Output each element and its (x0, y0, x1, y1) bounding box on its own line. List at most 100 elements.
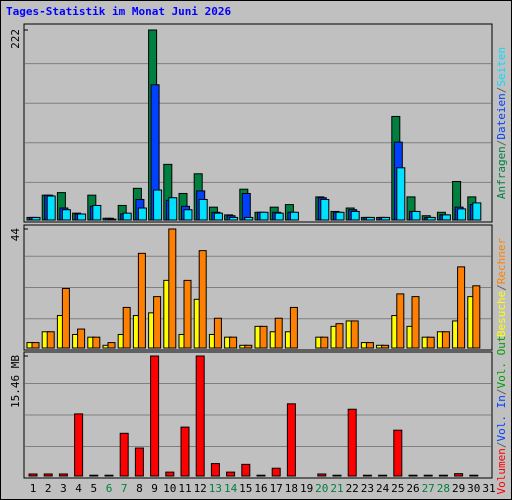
legend-separator: / (495, 140, 508, 147)
bar (256, 474, 266, 477)
bar (119, 432, 129, 477)
bar (381, 344, 390, 349)
bar (423, 474, 433, 477)
bar (153, 189, 163, 221)
bar (226, 471, 236, 477)
bar (396, 167, 406, 221)
bar (411, 210, 421, 221)
bar (183, 279, 192, 349)
bar (183, 209, 193, 221)
y-tick-label: 222 (9, 29, 22, 49)
bar (289, 211, 299, 221)
bar (122, 306, 131, 349)
bar (317, 473, 327, 477)
x-tick-label: 2 (45, 482, 52, 495)
bar (365, 216, 375, 221)
legend-entry: Rechner (495, 237, 508, 284)
x-tick-label: 26 (406, 482, 419, 495)
bar (335, 211, 345, 221)
bar (271, 467, 281, 477)
bar (150, 355, 160, 477)
bar (335, 323, 344, 349)
bar (210, 463, 220, 477)
x-tick-label: 7 (121, 482, 128, 495)
x-tick-label: 8 (136, 482, 143, 495)
bar (241, 192, 251, 221)
plot-area (23, 23, 493, 223)
x-tick-label: 21 (330, 482, 343, 495)
bar (137, 252, 146, 349)
x-tick-label: 22 (346, 482, 359, 495)
x-tick-label: 14 (224, 482, 238, 495)
bar (259, 325, 268, 349)
bar (92, 204, 102, 221)
bar (180, 426, 190, 477)
x-tick-label: 30 (467, 482, 480, 495)
bar (289, 306, 298, 349)
x-tick-label: 20 (315, 482, 328, 495)
x-tick-label: 12 (194, 482, 207, 495)
legend: Volumen/Vol. In/Vol. Out (495, 336, 508, 495)
bar (454, 473, 464, 477)
bar (441, 214, 451, 221)
x-tick-label: 9 (151, 482, 158, 495)
bar (438, 474, 448, 477)
bar (107, 218, 117, 221)
bar (472, 285, 481, 349)
x-tick-label: 19 (300, 482, 313, 495)
bar (43, 473, 53, 477)
legend-entry: Besuche (495, 291, 508, 337)
x-tick-label: 17 (270, 482, 283, 495)
bar (168, 197, 178, 221)
x-tick-label: 18 (285, 482, 298, 495)
bar (168, 228, 177, 349)
legend-entry: Vol. Out (495, 336, 508, 389)
bar (46, 195, 56, 221)
bar (274, 212, 284, 221)
x-tick-label: 15 (239, 482, 252, 495)
legend-entry: Vol. In (495, 395, 508, 441)
bar (198, 198, 208, 221)
bar (350, 210, 360, 221)
bar (198, 250, 207, 349)
x-tick-label: 29 (452, 482, 465, 495)
x-tick-label: 24 (376, 482, 390, 495)
x-tick-label: 11 (178, 482, 191, 495)
bar (58, 473, 68, 477)
legend-separator: / (495, 87, 508, 94)
bar (350, 320, 359, 349)
x-tick-label: 13 (209, 482, 222, 495)
bar (332, 474, 342, 477)
bar (426, 216, 436, 221)
y-tick-label: 44 (9, 228, 22, 242)
bar (153, 296, 162, 349)
bar (213, 317, 222, 349)
bar (134, 447, 144, 477)
bar (61, 288, 70, 349)
bar (274, 317, 283, 349)
bar (165, 471, 175, 477)
bar (381, 216, 391, 221)
x-tick-label: 10 (163, 482, 176, 495)
bar (396, 293, 405, 349)
bar (347, 408, 357, 477)
bar (378, 474, 388, 477)
x-tick-label: 16 (254, 482, 267, 495)
bar (104, 474, 114, 477)
legend-entry: Anfragen (495, 146, 508, 199)
bar (31, 216, 41, 221)
bar (61, 209, 71, 221)
bar (259, 211, 269, 221)
x-tick-label: 6 (106, 482, 113, 495)
bar (241, 463, 251, 477)
bar (320, 336, 329, 349)
chart-title: Tages-Statistik im Monat Juni 2026 (6, 5, 232, 18)
legend-entry: Dateien (495, 93, 508, 139)
bar (92, 336, 101, 349)
legend-entry: Seiten (495, 47, 508, 87)
bar (213, 212, 223, 221)
bar (469, 474, 479, 477)
x-tick-label: 28 (437, 482, 450, 495)
bar (46, 331, 55, 349)
bar (244, 216, 254, 221)
